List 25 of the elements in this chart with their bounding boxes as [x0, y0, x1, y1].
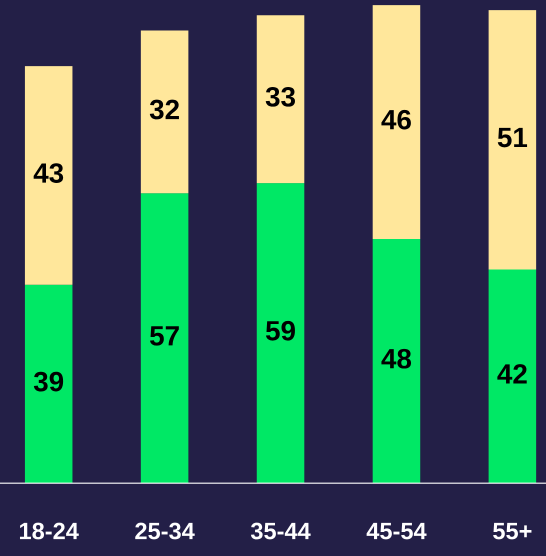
bar: [372, 239, 420, 484]
data-label: 59: [266, 320, 295, 341]
bar: [24, 66, 72, 285]
bar: [24, 284, 72, 484]
data-label: 48: [381, 348, 412, 369]
bar: [256, 15, 304, 184]
data-label: 51: [498, 128, 528, 148]
x-tick-label: 35-44: [250, 522, 311, 540]
x-tick-label: 55+: [493, 522, 532, 540]
bar: [256, 183, 304, 484]
data-label: 32: [150, 100, 179, 120]
data-label: 43: [34, 163, 64, 183]
data-label: 42: [497, 364, 527, 384]
bar: [140, 193, 188, 484]
bar: [140, 30, 188, 194]
bar: [488, 270, 536, 484]
data-label: 39: [34, 372, 64, 392]
bar: [488, 10, 536, 270]
bar: [372, 5, 420, 240]
x-tick-label: 45-54: [366, 522, 427, 540]
x-tick-label: 25-34: [135, 522, 195, 540]
data-label: 57: [150, 326, 179, 346]
data-label: 46: [381, 110, 411, 130]
x-tick-label: 18-24: [20, 522, 79, 540]
data-label: 33: [266, 86, 295, 107]
